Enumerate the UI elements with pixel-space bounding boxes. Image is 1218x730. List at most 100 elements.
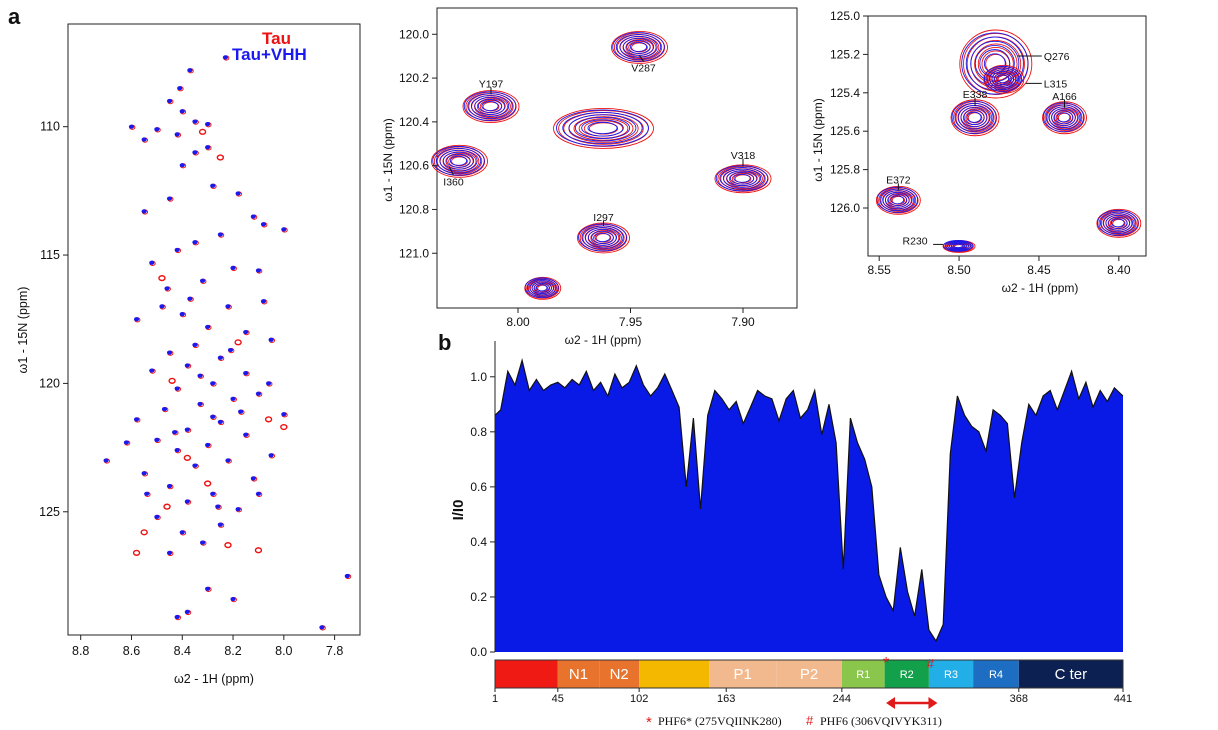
peak-tau-vhh	[192, 240, 198, 245]
footnote-star-symbol: *	[646, 714, 652, 730]
zoom2-xlabel: ω2 - 1H (ppm)	[1002, 281, 1079, 295]
contour-ring	[615, 34, 662, 60]
peak-label: E338	[963, 89, 988, 101]
peak-tau-vhh	[265, 381, 272, 386]
contour-ring	[595, 233, 612, 243]
peak-tau-vhh	[281, 227, 287, 232]
peak-tau-vhh	[123, 440, 129, 445]
contour-ring	[626, 39, 651, 54]
x-tick-label: 8.2	[224, 644, 241, 658]
domain-label: C ter	[1055, 666, 1088, 683]
peak-tau-vhh	[133, 417, 140, 422]
peak-tau-vhh	[174, 132, 180, 137]
x-tick-label: 7.8	[326, 644, 343, 658]
x-tick-label: 8.55	[868, 263, 892, 277]
peak-tau-vhh	[103, 458, 109, 463]
domain-label: R1	[856, 669, 870, 681]
domain-label: P2	[800, 666, 818, 683]
peak-tau-vhh	[205, 442, 211, 448]
domain-label: R4	[989, 669, 1003, 681]
y-tick-label: 125.0	[830, 9, 860, 23]
peak-label: E372	[886, 174, 911, 186]
contour-ring	[481, 101, 499, 112]
contour-ring	[619, 36, 658, 58]
residue-tick-label: 244	[833, 693, 851, 705]
peak-tau	[203, 480, 212, 487]
peak-tau-vhh	[192, 342, 198, 348]
contour-ring	[719, 166, 765, 190]
peak-tau-vhh	[205, 145, 211, 150]
contour-ring	[1056, 112, 1071, 123]
residue-tick-label: 45	[552, 693, 564, 705]
intensity-area-fill	[495, 360, 1123, 652]
peak-tau-vhh	[255, 268, 262, 273]
contour-ring	[1102, 213, 1133, 233]
peak-leader	[639, 55, 644, 62]
domain-bar: N1 N2 P1 P2 R1 R2 R3 R4 C ter	[494, 659, 1124, 689]
legend-tau-vhh: Tau+VHH	[232, 45, 307, 64]
contour-ring	[1105, 214, 1131, 231]
full-spectrum-plot: 8.8 8.6 8.4 8.2 8.0 7.8 110 115 120 125 Tau Tau+V…	[16, 23, 361, 686]
full-spectrum-xlabel: ω2 - 1H (ppm)	[174, 672, 254, 686]
x-tick-label: 7.90	[731, 315, 755, 329]
peak-tau	[183, 454, 192, 461]
peak-tau-vhh	[184, 363, 190, 368]
contour-ring	[536, 284, 548, 292]
contour-ring	[587, 229, 618, 246]
contour-ring	[1099, 211, 1136, 235]
zoom2-ylabel: ω1 - 15N (ppm)	[811, 98, 825, 181]
peak-tau-vhh	[166, 550, 173, 555]
peak-contour: A166	[1042, 91, 1087, 135]
peak-tau-vhh	[344, 573, 350, 579]
contour-ring	[734, 174, 752, 184]
domain-label: N2	[610, 666, 629, 683]
peak-contour: I360	[431, 144, 488, 188]
peak-tau-vhh	[184, 499, 190, 504]
contour-ring	[439, 149, 478, 172]
contour-ring	[1057, 112, 1072, 123]
peak-tau-vhh	[133, 317, 140, 322]
contour-ring	[527, 278, 557, 297]
contour-ring	[612, 32, 665, 62]
footnote-star: PHF6* (275VQIINK280)	[658, 714, 782, 728]
footnote-hash: PHF6 (306VQIVYK311)	[820, 714, 942, 728]
peak-tau-vhh	[268, 337, 274, 342]
residue-tick-label: 102	[630, 693, 648, 705]
peak-tau-vhh	[154, 127, 160, 132]
zoom1-peaks: Y197 V287 I360 V318 I297	[431, 30, 772, 300]
contour-ring	[482, 101, 500, 112]
arrow-head-left	[886, 697, 896, 709]
y-tick-label: 0.8	[470, 425, 487, 439]
contour-ring	[591, 230, 614, 244]
contour-ring	[726, 170, 758, 187]
panel-a-label: a	[8, 4, 21, 29]
contour-ring	[1051, 108, 1076, 127]
arrow-head-right	[928, 697, 938, 709]
peak-tau-vhh	[268, 453, 274, 458]
y-tick-label: 126.0	[830, 201, 860, 215]
peak-tau	[168, 377, 176, 384]
peak-tau	[264, 416, 273, 423]
domain-segment	[841, 660, 885, 688]
peak-tau-vhh	[255, 391, 262, 396]
full-spectrum-peaks	[103, 55, 352, 631]
contour-ring	[1048, 106, 1079, 129]
contour-ring	[1053, 110, 1074, 125]
contour-ring	[1045, 104, 1082, 131]
contour-ring	[531, 281, 552, 295]
contour-ring	[556, 109, 649, 147]
peak-tau-vhh	[210, 414, 216, 419]
peak-tau	[224, 542, 232, 549]
peak-contour	[1096, 208, 1142, 238]
contour-ring	[568, 114, 637, 142]
peak-tau-vhh	[166, 196, 173, 201]
contour-ring	[611, 30, 668, 64]
contour-ring	[431, 144, 488, 178]
contour-ring	[524, 276, 562, 300]
peak-tau-vhh	[243, 432, 249, 437]
y-tick-label: 120.4	[399, 115, 429, 129]
peak-contour: E338	[950, 89, 1000, 137]
y-tick-label: 110	[40, 120, 60, 134]
y-tick-label: 125.4	[830, 86, 860, 100]
